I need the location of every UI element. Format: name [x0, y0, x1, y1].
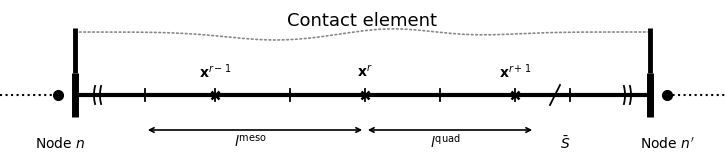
FancyArrowPatch shape	[149, 128, 360, 132]
Text: Node $n'$: Node $n'$	[639, 136, 695, 152]
Text: $\bar{S}$: $\bar{S}$	[560, 136, 570, 152]
Text: $l^{\mathrm{quad}}$: $l^{\mathrm{quad}}$	[430, 133, 460, 151]
Text: $\mathbf{x}^{r}$: $\mathbf{x}^{r}$	[357, 64, 373, 80]
Text: $l^{\mathrm{meso}}$: $l^{\mathrm{meso}}$	[233, 134, 266, 150]
FancyArrowPatch shape	[370, 128, 531, 132]
Text: Node $n$: Node $n$	[35, 136, 86, 152]
Text: $\mathbf{x}^{r-1}$: $\mathbf{x}^{r-1}$	[199, 63, 231, 81]
Text: Contact element: Contact element	[287, 12, 437, 30]
Text: $\mathbf{x}^{r+1}$: $\mathbf{x}^{r+1}$	[499, 63, 531, 81]
